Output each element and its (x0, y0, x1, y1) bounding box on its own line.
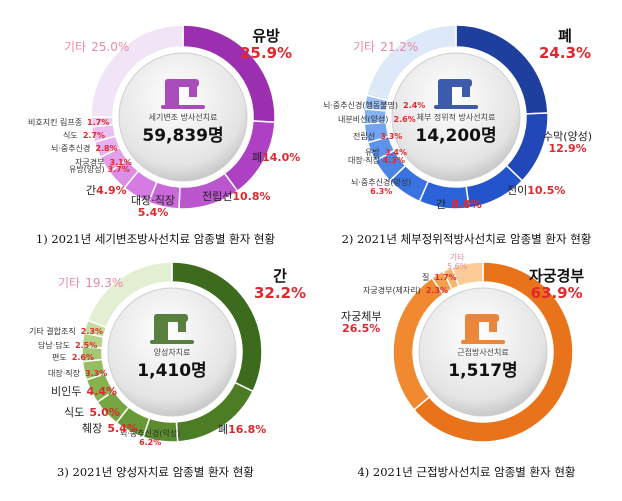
label-2-0: 폐 24.3% (539, 27, 592, 62)
label-3-2: 뇌·중추신경(악성) 6.2% (120, 429, 181, 447)
center-disc-4 (418, 287, 548, 417)
donut-chart-4: 근접방사선치료 1,517명 (392, 261, 574, 443)
label-4-4: 기타 5.6% (447, 253, 468, 271)
slice-2-10 (365, 24, 457, 102)
label-1-10: 기타 25.0% (64, 40, 130, 54)
label-1-9: 비호지킨 림프종 1.7% (28, 118, 110, 127)
center-disc-2 (391, 52, 521, 182)
center-label-3: 양성자치료 (154, 348, 191, 357)
label-1-0: 유방 25.9% (240, 27, 293, 62)
label-1-7: 뇌·중추신경 2.8% (51, 144, 118, 153)
donut-chart-2: 체부 정위적 방사선치료 14,200명 (363, 24, 549, 210)
label-2-1: 수막(양성) 12.9% (543, 130, 593, 156)
caption-1: 1) 2021년 세기변조방사선치료 암종별 환자 현황 (35, 232, 276, 246)
slice-3-10 (86, 261, 173, 329)
label-1-5: 유방(양성) 3.7% (69, 165, 130, 174)
machine-icon (461, 314, 505, 344)
label-3-3: 췌장 5.4% (82, 422, 138, 435)
center-total-2: 14,200명 (415, 126, 496, 146)
center-label-1: 세기변조 방사선치료 (149, 112, 218, 122)
caption-2: 2) 2021년 체부정위적방사선치료 암종별 환자 현황 (341, 232, 592, 246)
machine-icon (161, 79, 205, 109)
chart-panel-1: 세기변조 방사선치료 59,839명 유방 25.9% 폐14.0% 전립선10.8… (0, 0, 311, 250)
slice-4-0 (412, 261, 574, 443)
label-3-4: 식도 5.0% (64, 406, 120, 419)
label-2-5: 대장·직장 4.3% (348, 156, 406, 165)
label-3-10: 기타 19.3% (58, 276, 124, 290)
label-3-9: 기타 결합조직 2.3% (29, 327, 103, 336)
machine-icon (150, 314, 194, 344)
label-1-6: 자궁경부 3.1% (75, 158, 132, 167)
label-1-3: 대장·직장 5.4% (131, 194, 175, 220)
label-2-10: 기타 21.2% (353, 40, 419, 54)
chart-panel-2: 체부 정위적 방사선치료 14,200명 폐 24.3% 수막(양성) 12.9% 전… (311, 0, 622, 250)
label-2-7: 전립선 3.3% (353, 132, 403, 141)
label-3-0: 간 32.2% (254, 267, 307, 302)
label-3-8: 담낭·담도 2.5% (38, 341, 98, 350)
center-total-1: 59,839명 (142, 126, 223, 146)
center-label-2: 체부 정위적 방사선치료 (417, 112, 496, 122)
center-total-4: 1,517명 (448, 361, 517, 381)
center-total-3: 1,410명 (137, 361, 206, 381)
label-3-5: 비인두 4.4% (51, 385, 117, 398)
label-2-9: 뇌·중추신경(행동불명) 2.4% (323, 101, 426, 110)
label-2-4: 뇌·중추신경(양성) 6.3% (351, 178, 412, 196)
label-2-6: 유방 3.4% (365, 148, 408, 157)
caption-4: 4) 2021년 근접방사선치료 암종별 환자 현황 (357, 465, 576, 479)
center-disc-1 (118, 52, 248, 182)
label-3-6: 대장·직장 3.3% (48, 369, 108, 378)
center-disc-3 (107, 287, 237, 417)
label-3-1: 폐16.8% (218, 423, 267, 436)
caption-3: 3) 2021년 양성자치료 암종별 환자 현황 (57, 465, 254, 479)
chart-panel-3: 양성자치료 1,410명 간 32.2% 폐16.8% 뇌·중추신경(악성) 6.2%… (0, 250, 311, 500)
machine-icon (434, 79, 478, 109)
slice-1-10 (90, 24, 184, 118)
center-label-4: 근접방사선치료 (457, 347, 509, 357)
label-1-2: 전립선10.8% (202, 190, 271, 203)
donut-chart-3: 양성자치료 1,410명 (81, 261, 263, 443)
label-2-3: 간 8.8% (436, 198, 482, 211)
label-4-1: 자궁체부 26.5% (341, 310, 382, 336)
label-1-8: 식도 2.7% (63, 131, 106, 140)
label-3-7: 편도 2.6% (52, 353, 95, 362)
chart-panel-4: 근접방사선치료 1,517명 자궁경부 63.9% 자궁체부 26.5% 자궁경부(제… (311, 250, 622, 500)
slice-4-4 (451, 261, 484, 288)
donut-chart-1: 세기변조 방사선치료 59,839명 (90, 24, 276, 210)
label-4-2: 자궁경부(제자리) 2.3% (363, 286, 449, 295)
label-2-8: 내분비선(양성) 2.6% (338, 115, 416, 124)
label-1-1: 폐14.0% (252, 151, 301, 164)
label-4-0: 자궁경부 63.9% (529, 267, 585, 302)
label-1-4: 간4.9% (86, 184, 127, 197)
label-4-3: 질 1.7% (422, 273, 457, 282)
label-2-2: 전이10.5% (507, 184, 566, 197)
